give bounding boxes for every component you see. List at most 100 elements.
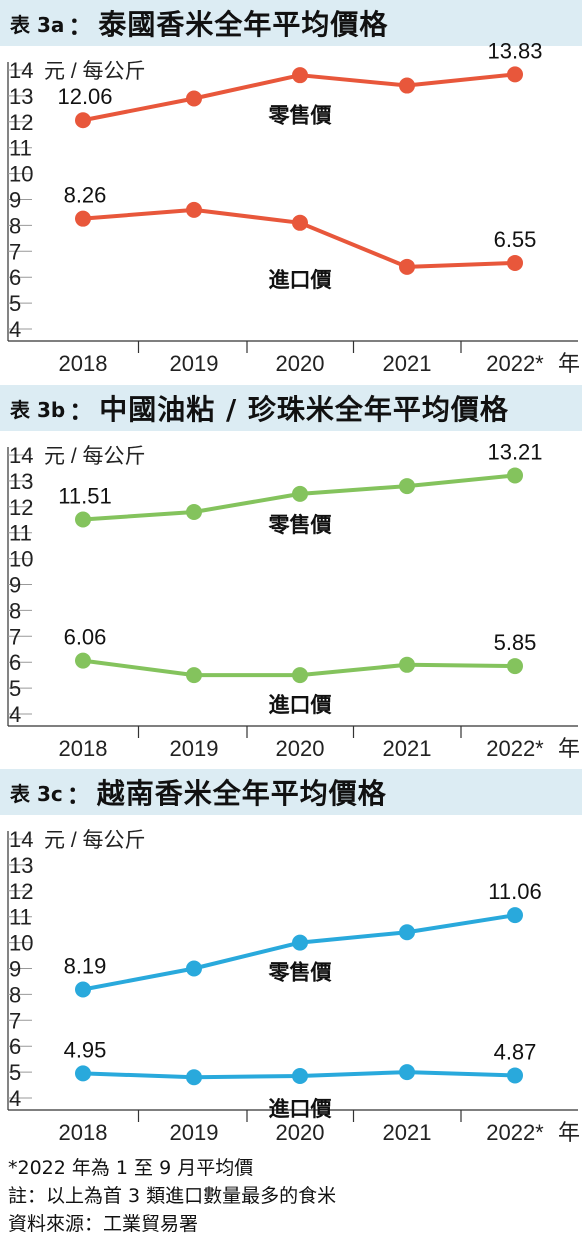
y-axis-unit-label: 元 / 每公斤 xyxy=(44,829,146,852)
data-point xyxy=(186,90,202,107)
y-tick-label: 8 xyxy=(9,213,21,238)
y-tick-label: 13 xyxy=(9,853,33,878)
title-separator: ： xyxy=(69,396,94,425)
x-tick-label: 2020 xyxy=(276,1120,325,1145)
chart-title-bar: 表 3a ： 泰國香米全年平均價格 xyxy=(0,0,582,46)
data-label: 13.83 xyxy=(487,38,542,63)
data-point xyxy=(507,254,523,271)
data-point xyxy=(186,503,202,520)
y-tick-label: 8 xyxy=(9,598,21,623)
y-tick-label: 12 xyxy=(9,879,33,904)
y-tick-label: 4 xyxy=(9,317,21,342)
x-tick-label: 2021 xyxy=(383,1120,432,1145)
data-point xyxy=(186,1069,202,1086)
data-point xyxy=(292,934,308,951)
data-label: 13.21 xyxy=(487,439,542,464)
y-tick-label: 4 xyxy=(9,702,21,727)
chart-title: 中國油粘 / 珍珠米全年平均價格 xyxy=(99,393,509,426)
data-point xyxy=(399,1064,415,1081)
y-tick-label: 5 xyxy=(9,676,21,701)
data-point xyxy=(292,667,308,684)
x-tick-label: 2021 xyxy=(383,736,432,761)
x-tick-label: 2020 xyxy=(276,736,325,761)
y-tick-label: 14 xyxy=(9,443,33,468)
data-point xyxy=(186,201,202,218)
data-point xyxy=(75,652,91,669)
y-axis-unit-label: 元 / 每公斤 xyxy=(44,60,146,83)
data-point xyxy=(186,667,202,684)
chart-tag: 表 3a xyxy=(10,12,65,37)
y-tick-label: 13 xyxy=(9,84,33,109)
y-tick-label: 6 xyxy=(9,650,21,675)
data-point xyxy=(507,907,523,924)
y-tick-label: 10 xyxy=(9,547,33,572)
y-tick-label: 13 xyxy=(9,469,33,494)
data-point xyxy=(75,1065,91,1082)
y-tick-label: 9 xyxy=(9,188,21,213)
chart-tag: 表 3c xyxy=(10,781,63,806)
y-tick-label: 7 xyxy=(9,1008,21,1033)
data-point xyxy=(507,1067,523,1084)
data-point xyxy=(75,511,91,528)
data-point xyxy=(399,924,415,941)
footnote-line: *2022 年為 1 至 9 月平均價 xyxy=(8,1157,254,1179)
y-tick-label: 4 xyxy=(9,1086,21,1111)
y-axis-unit-label: 元 / 每公斤 xyxy=(44,445,146,468)
x-tick-label: 2019 xyxy=(170,351,219,376)
x-tick-label: 2018 xyxy=(59,1120,108,1145)
y-tick-label: 8 xyxy=(9,982,21,1007)
data-label: 4.95 xyxy=(64,1037,107,1062)
x-tick-label: 2019 xyxy=(170,736,219,761)
y-tick-label: 5 xyxy=(9,1060,21,1085)
y-tick-label: 7 xyxy=(9,239,21,264)
y-tick-label: 10 xyxy=(9,931,33,956)
x-tick-label: 2021 xyxy=(383,351,432,376)
chart-tag: 表 3b xyxy=(10,397,66,422)
y-tick-label: 9 xyxy=(9,957,21,982)
series-name-label: 進口價 xyxy=(269,269,333,292)
y-tick-label: 12 xyxy=(9,495,33,520)
y-tick-label: 12 xyxy=(9,110,33,135)
data-label: 6.06 xyxy=(64,625,107,650)
series-name-label: 進口價 xyxy=(269,1098,333,1121)
data-point xyxy=(507,467,523,484)
data-label: 4.87 xyxy=(494,1039,537,1064)
data-point xyxy=(399,478,415,495)
x-axis-suffix-label: 年 xyxy=(558,351,580,376)
data-label: 11.06 xyxy=(488,879,541,904)
x-tick-label: 2019 xyxy=(170,1120,219,1145)
footnotes: *2022 年為 1 至 9 月平均價 註：以上為首 3 類進口數量最多的食米 … xyxy=(8,1154,578,1238)
data-point xyxy=(292,485,308,502)
y-tick-label: 6 xyxy=(9,265,21,290)
y-tick-label: 7 xyxy=(9,624,21,649)
data-point xyxy=(292,1067,308,1084)
data-point xyxy=(75,112,91,129)
data-point xyxy=(399,77,415,94)
chart-title-bar: 表 3c ： 越南香米全年平均價格 xyxy=(0,769,582,815)
x-tick-label: 2022* xyxy=(486,351,544,376)
data-label: 12.06 xyxy=(57,84,112,109)
chart-title: 越南香米全年平均價格 xyxy=(96,777,387,810)
title-separator: ： xyxy=(66,780,91,809)
series-name-label: 零售價 xyxy=(268,103,333,127)
x-tick-label: 2018 xyxy=(59,351,108,376)
y-tick-label: 11 xyxy=(9,905,32,930)
data-point xyxy=(507,66,523,83)
data-point xyxy=(399,258,415,275)
footnote-line: 註：以上為首 3 類進口數量最多的食米 xyxy=(8,1185,337,1207)
y-tick-label: 6 xyxy=(9,1034,21,1059)
data-point xyxy=(75,210,91,227)
data-point xyxy=(186,960,202,977)
y-tick-label: 9 xyxy=(9,573,21,598)
chart-title: 泰國香米全年平均價格 xyxy=(98,8,389,41)
y-tick-label: 11 xyxy=(9,136,32,161)
y-tick-label: 5 xyxy=(9,291,21,316)
data-point xyxy=(399,656,415,673)
data-label: 8.19 xyxy=(64,953,107,978)
series-name-label: 零售價 xyxy=(268,513,333,537)
x-axis-suffix-label: 年 xyxy=(558,1120,580,1145)
data-point xyxy=(75,981,91,998)
